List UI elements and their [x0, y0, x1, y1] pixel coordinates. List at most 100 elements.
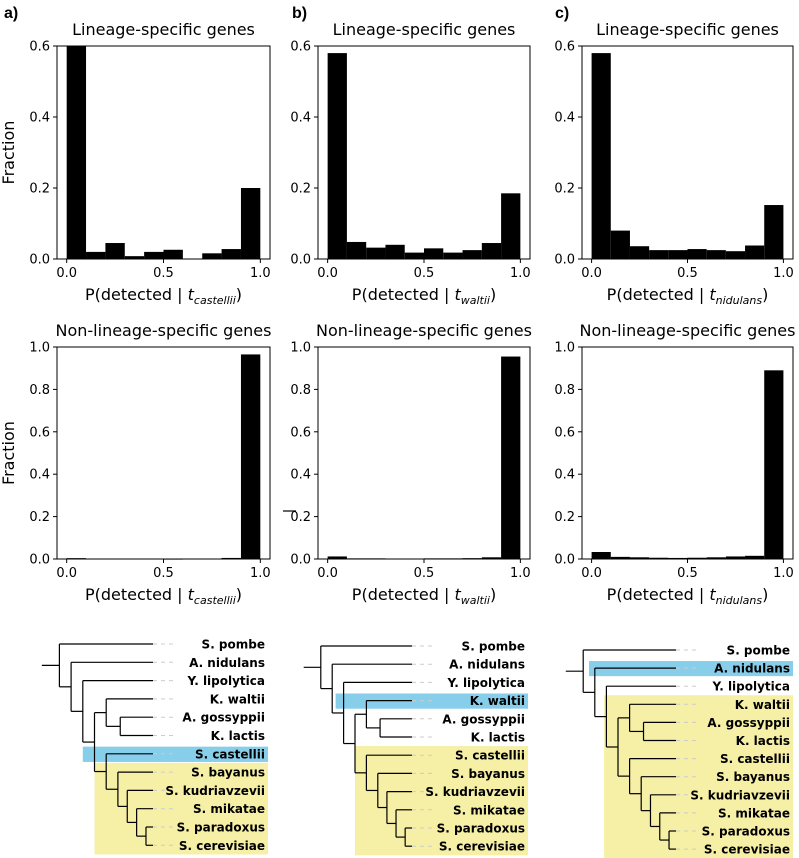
species-label: S. bayanus	[716, 770, 790, 784]
x-label-variable: t	[709, 585, 716, 604]
histogram-bar	[481, 243, 502, 259]
panel-label: a)	[4, 5, 18, 22]
x-tick-label: 0.5	[153, 266, 174, 281]
plot-frame	[581, 45, 794, 260]
species-label: S. mikatae	[718, 806, 790, 820]
histogram-bar	[764, 370, 784, 559]
plot-frame	[317, 45, 531, 260]
histogram-bar	[649, 250, 669, 259]
histogram-bar	[481, 557, 502, 559]
species-label: S. castellii	[195, 747, 265, 761]
chart-title: Lineage-specific genes	[72, 20, 255, 39]
species-label: Y. lipolytica	[712, 680, 791, 694]
chart-a-nonlineage: 0.0 0.2 0.4 0.6 0.8 1.0 0.0 0.5 1.0 Non-lineage-s…	[0, 321, 271, 607]
histogram-bar	[202, 253, 222, 259]
species-label: A. gossyppii	[707, 716, 790, 730]
histogram-bar	[366, 247, 386, 259]
histogram-bar	[404, 252, 424, 259]
chart-title: Non-lineage-specific genes	[316, 321, 532, 340]
species-label: A. nidulans	[449, 658, 525, 672]
species-label: K. lactis	[471, 731, 525, 745]
histogram-bar	[764, 205, 784, 259]
species-label: K. lactis	[211, 729, 265, 743]
histogram-bar	[725, 251, 746, 259]
species-label: S. castellii	[720, 752, 790, 766]
chart-title: Lineage-specific genes	[596, 20, 779, 39]
species-label: S. cerevisiae	[179, 839, 265, 853]
x-label-variable: t	[188, 585, 195, 604]
x-label-subscript: castellii	[194, 294, 236, 307]
x-label-suffix: )	[762, 585, 768, 604]
histogram-bar	[745, 245, 765, 259]
species-label: S. bayanus	[191, 766, 265, 780]
lineage-specific-highlight	[355, 746, 528, 856]
x-label-variable: t	[188, 285, 195, 304]
y-tick-label: 1.0	[29, 341, 50, 356]
y-tick-label: 0.2	[290, 510, 311, 525]
chart-title: Lineage-specific genes	[333, 20, 516, 39]
x-label-suffix: )	[236, 585, 242, 604]
histogram-bar	[687, 557, 707, 559]
plot-frame	[56, 45, 271, 260]
species-label: S. kudriavzevii	[425, 785, 525, 799]
y-tick-label: 0.4	[554, 111, 575, 126]
chart-b-lineage: 0.0 0.2 0.4 0.6 0.0 0.5 1.0 Lineage-specific ge…	[290, 20, 530, 307]
species-label: K. waltii	[735, 698, 790, 712]
species-label: S. mikatae	[453, 803, 525, 817]
x-label-prefix: P(detected |	[607, 285, 710, 304]
histogram-bar	[240, 354, 261, 559]
histogram-bar	[745, 555, 765, 559]
y-tick-label: 1.0	[290, 341, 311, 356]
species-label: S. pombe	[727, 644, 790, 658]
species-label: S. castellii	[455, 749, 525, 763]
histogram-charts: 0.0 0.2 0.4 0.6 0.0 0.5 1.0 Lineage-specific ge…	[0, 20, 795, 607]
x-tick-label: 0.0	[581, 266, 602, 281]
y-tick-label: 0.6	[554, 425, 575, 440]
species-label: A. nidulans	[714, 662, 790, 676]
focal-species-highlight	[82, 746, 268, 762]
histogram-bar	[629, 557, 650, 559]
x-tick-label: 0.0	[56, 266, 77, 281]
y-tick-label: 0.0	[29, 553, 50, 568]
x-label-subscript: nidulans	[716, 594, 763, 607]
x-label-subscript: waltii	[461, 594, 490, 607]
histogram-bar	[346, 241, 367, 259]
y-tick-label: 0.6	[290, 425, 311, 440]
species-label: S. kudriavzevii	[165, 784, 265, 798]
x-axis-label: P(detected | tnidulans)	[607, 285, 769, 307]
tree-b: S. pombe A. nidulans Y. lipolytica K. walti…	[303, 640, 528, 856]
species-label: S. kudriavzevii	[690, 788, 790, 802]
histogram-bar	[240, 188, 261, 259]
x-axis-label: P(detected | tnidulans)	[607, 585, 769, 607]
tree-a: S. pombe A. nidulans Y. lipolytica K. walti…	[41, 638, 268, 855]
y-tick-label: 1.0	[554, 341, 575, 356]
y-axis-label: Fraction	[0, 121, 18, 185]
species-label: A. gossyppii	[182, 711, 265, 725]
histogram-bar	[610, 230, 630, 259]
species-label: K. waltii	[470, 694, 525, 708]
histogram-bar	[385, 244, 405, 259]
x-tick-label: 0.0	[581, 566, 602, 581]
x-axis-label: P(detected | twaltii)	[352, 285, 496, 307]
y-tick-label: 0.6	[290, 40, 311, 55]
x-tick-label: 1.0	[773, 266, 794, 281]
y-tick-label: 0.0	[554, 253, 575, 268]
y-tick-label: 0.0	[554, 553, 575, 568]
species-label: K. waltii	[210, 692, 265, 706]
tree-c: S. pombe A. nidulans Y. lipolytica K. walti…	[565, 644, 793, 858]
y-axis-label: Fraction	[0, 421, 18, 485]
y-tick-label: 0.2	[554, 182, 575, 197]
panel-letters: a) b) c)	[4, 5, 569, 22]
histogram-bar	[86, 251, 106, 259]
histogram-bar	[443, 252, 463, 259]
chart-title: Non-lineage-specific genes	[580, 321, 796, 340]
histogram-bar	[610, 556, 630, 559]
histogram-bar	[668, 557, 688, 559]
species-label: S. pombe	[202, 638, 265, 652]
histogram-bar	[668, 250, 688, 259]
x-tick-label: 1.0	[773, 566, 794, 581]
y-tick-label: 0.8	[290, 383, 311, 398]
species-label: A. gossyppii	[442, 712, 525, 726]
y-tick-label: 0.4	[29, 111, 50, 126]
x-tick-label: 0.5	[414, 566, 435, 581]
